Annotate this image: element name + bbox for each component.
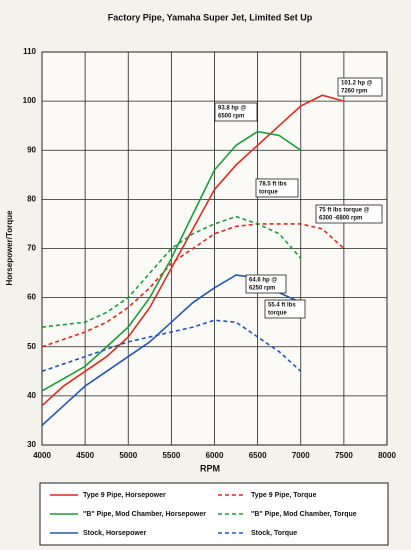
annotation-text: 78.5 ft lbs — [259, 182, 287, 188]
annotation-text: 6500 rpm — [218, 114, 244, 120]
series-line — [41, 215, 302, 328]
annotation-text: 7260 rpm — [341, 89, 367, 95]
x-tick-label: 7500 — [335, 451, 353, 460]
annotation-box — [214, 102, 258, 122]
y-tick-label: 80 — [27, 194, 36, 203]
series-line — [41, 94, 345, 407]
annotation-text: 75 ft lbs torque @ — [319, 208, 370, 214]
y-tick-label: 50 — [27, 342, 36, 351]
y-tick-label: 110 — [23, 47, 36, 56]
y-tick-label: 40 — [27, 391, 36, 400]
y-tick-label: 100 — [23, 96, 37, 105]
legend-box — [39, 482, 389, 546]
series-line — [41, 319, 302, 373]
x-tick-label: 6000 — [206, 451, 224, 460]
annotation-text: 6250 rpm — [249, 286, 275, 292]
y-tick-label: 30 — [27, 440, 36, 449]
legend-label: Stock, Torque — [251, 530, 297, 537]
y-tick-label: 70 — [27, 244, 36, 253]
legend-label: "B" Pipe, Mod Chamber, Horsepower — [83, 511, 206, 518]
x-tick-label: 7000 — [292, 451, 310, 460]
annotation-text: torque — [268, 311, 287, 317]
annotation-text: 101.2 hp @ — [341, 81, 373, 87]
annotation-box — [315, 204, 383, 224]
y-tick-label: 60 — [27, 293, 36, 302]
annotation-box — [255, 178, 299, 198]
series-line — [41, 223, 345, 348]
y-tick-label: 90 — [27, 145, 36, 154]
legend-label: Type 9 Pipe, Torque — [251, 492, 317, 499]
legend-label: Type 9 Pipe, Horsepower — [83, 492, 166, 499]
x-tick-label: 5500 — [162, 451, 180, 460]
annotation-text: 64.6 hp @ — [249, 278, 277, 284]
x-tick-label: 4500 — [76, 451, 94, 460]
x-axis-label: RPM — [200, 463, 220, 473]
annotation-box — [264, 299, 306, 319]
annotation-text: 55.4 ft lbs — [268, 303, 296, 309]
legend-label: Stock, Horsepower — [83, 530, 147, 537]
x-tick-label: 8000 — [378, 451, 396, 460]
chart-title: Factory Pipe, Yamaha Super Jet, Limited … — [108, 12, 313, 22]
annotation-text: torque — [259, 190, 278, 196]
annotation-text: 6300 -6800 rpm — [319, 216, 362, 222]
series-line — [41, 130, 302, 392]
y-axis-label: Horsepower/Torque — [5, 210, 14, 286]
x-tick-label: 6500 — [249, 451, 267, 460]
x-tick-label: 4000 — [33, 451, 51, 460]
annotation-text: 93.8 hp @ — [218, 106, 246, 112]
x-tick-label: 5000 — [119, 451, 137, 460]
annotation-box — [245, 274, 287, 294]
legend-label: "B" Pipe, Mod Chamber, Torque — [251, 511, 357, 518]
annotation-box — [337, 77, 383, 97]
